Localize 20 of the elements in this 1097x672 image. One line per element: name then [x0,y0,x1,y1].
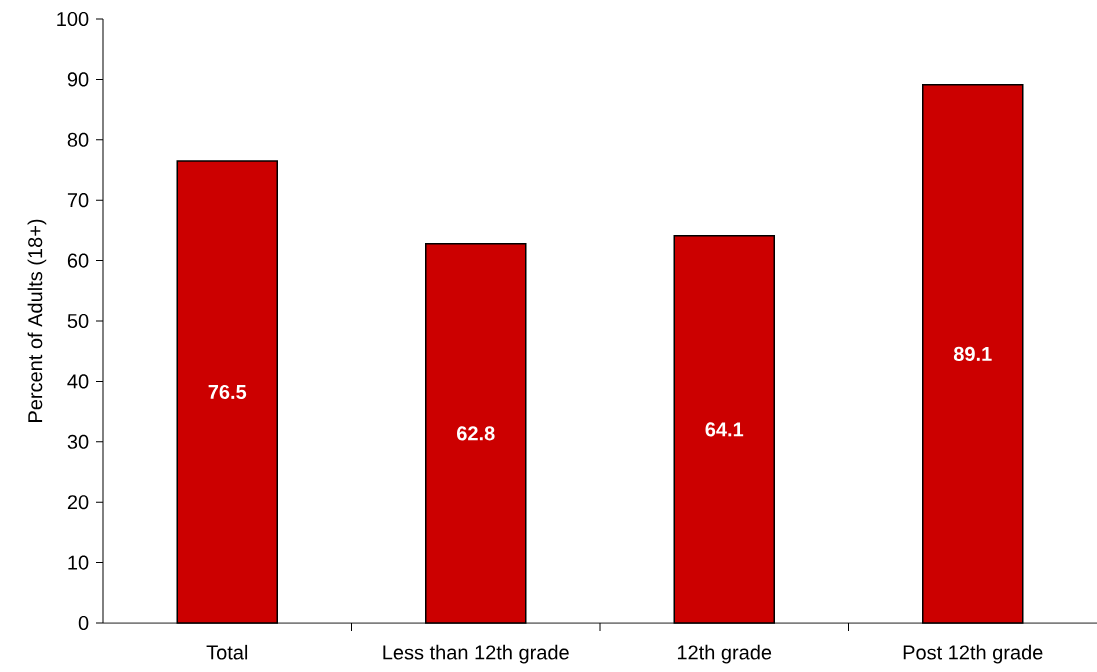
y-tick-label: 90 [67,72,89,87]
y-tick-label: 50 [67,313,89,329]
data-label: 62.8 [457,426,495,441]
data-label: 89.1 [953,346,992,361]
y-axis-title: Percent of Adults (18+) [27,219,47,422]
y-tick-label: 60 [67,253,89,268]
y-tick-label: 40 [67,374,89,389]
data-label: 64.1 [705,422,744,437]
x-tick-label: 12th grade [677,644,772,664]
y-tick-label: 30 [67,434,89,449]
y-tick-label: 20 [67,495,89,510]
y-tick-label: 80 [67,132,89,147]
data-label: 76.5 [208,384,247,400]
x-tick-label: Less than 12th grade [383,644,569,664]
y-tick-label: 10 [68,555,89,570]
x-tick-label: Post 12th grade [903,644,1043,664]
y-tick-label: 0 [78,615,89,631]
y-tick-label: 100 [57,11,89,27]
x-tick-label: Total [206,644,248,660]
y-tick-label: 70 [67,193,89,208]
